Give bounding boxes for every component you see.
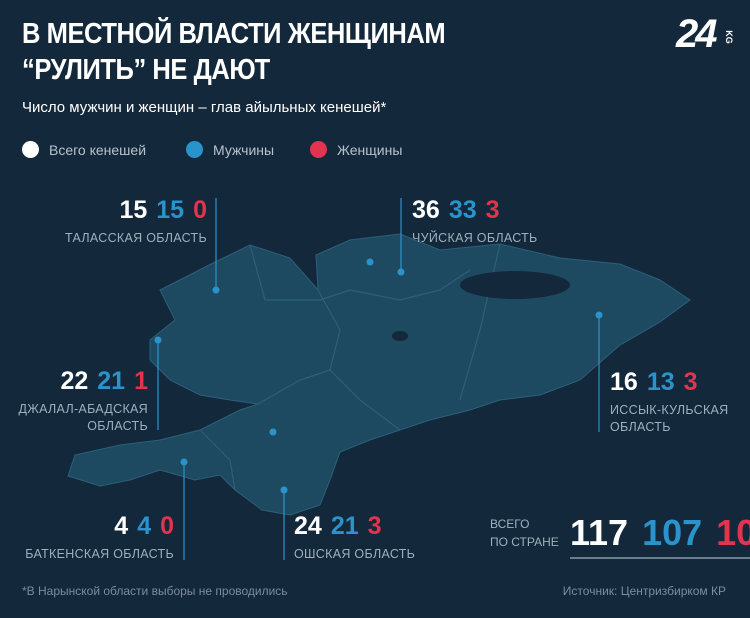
total: 22: [60, 367, 89, 395]
leader-dot: [595, 311, 603, 319]
women: 3: [367, 512, 382, 540]
legend-swatch: [22, 141, 39, 158]
legend-swatch: [310, 141, 327, 158]
leader-dot: [280, 486, 288, 494]
region-name-line: БАТКЕНСКАЯ ОБЛАСТЬ: [25, 547, 174, 561]
region-name-line: ИССЫК-КУЛЬСКАЯ: [610, 403, 729, 417]
legend-item: Мужчины: [186, 141, 274, 158]
totals-label-line: ПО СТРАНЕ: [490, 535, 559, 549]
region-values: 16 13 3: [610, 368, 698, 397]
logo-suffix: KG: [723, 30, 734, 44]
subtitle: Число мужчин и женщин – глав айыльных ке…: [22, 99, 387, 116]
men: 15: [156, 196, 185, 224]
women: 1: [134, 367, 148, 395]
region-values: 36 33 3: [412, 196, 500, 225]
region-name: БАТКЕНСКАЯ ОБЛАСТЬ: [25, 546, 174, 563]
leader-dot: [397, 268, 405, 276]
region-name: ТАЛАССКАЯ ОБЛАСТЬ: [65, 230, 207, 247]
women: 3: [485, 196, 500, 224]
footnote: *В Нарынской области выборы не проводили…: [22, 584, 288, 598]
total: 117: [570, 512, 629, 553]
region-name-line: ОБЛАСТЬ: [610, 420, 671, 434]
women: 3: [683, 368, 698, 396]
total: 4: [114, 512, 129, 540]
region-name: ДЖАЛАЛ-АБАДСКАЯ ОБЛАСТЬ: [19, 401, 148, 435]
totals-values: 117 107 10: [570, 512, 750, 554]
legend-label: Женщины: [337, 141, 403, 158]
total: 36: [412, 196, 440, 224]
logo: 24: [676, 12, 717, 56]
region-name: ОШСКАЯ ОБЛАСТЬ: [294, 546, 415, 563]
country-shape: [67, 233, 691, 516]
leader-dot: [154, 336, 162, 344]
title: “РУЛИТЬ” НЕ ДАЮТ: [22, 54, 270, 86]
region-borders: [199, 243, 501, 491]
totals-label: ВСЕГО ПО СТРАНЕ: [490, 515, 559, 551]
city-dot: [366, 258, 374, 266]
legend-swatch: [186, 141, 203, 158]
legend-item: Женщины: [310, 141, 402, 158]
region-name-line: ТАЛАССКАЯ ОБЛАСТЬ: [64, 231, 207, 245]
leader-dot: [180, 458, 188, 466]
region-name-line: ЧУЙСКАЯ ОБЛАСТЬ: [412, 231, 538, 245]
city-dot: [269, 428, 277, 436]
region-name-line: ОБЛАСТЬ: [87, 419, 148, 433]
title: В МЕСТНОЙ ВЛАСТИ ЖЕНЩИНАМ: [22, 18, 446, 50]
source: Источник: Центризбирком КР: [562, 584, 726, 598]
total: 24: [294, 512, 322, 540]
men: 13: [646, 368, 675, 396]
men: 107: [642, 512, 703, 553]
total: 16: [610, 368, 638, 396]
lake: [460, 271, 570, 299]
region-name: ЧУЙСКАЯ ОБЛАСТЬ: [412, 230, 538, 247]
legend-label: Мужчины: [213, 141, 275, 158]
region-name-line: ОШСКАЯ ОБЛАСТЬ: [294, 547, 416, 561]
leader-dot: [212, 286, 220, 294]
region-values: 24 21 3: [294, 512, 382, 541]
men: 33: [448, 196, 477, 224]
women: 10: [716, 512, 750, 553]
leaders: [154, 198, 603, 560]
divider: [570, 557, 750, 559]
men: 21: [97, 367, 126, 395]
region-values: 22 21 1: [60, 367, 148, 396]
total: 15: [119, 196, 148, 224]
legend-item: Всего кенешей: [22, 141, 146, 158]
legend-label: Всего кенешей: [49, 141, 147, 158]
region-name: ИССЫК-КУЛЬСКАЯ ОБЛАСТЬ: [610, 402, 729, 436]
lake: [392, 331, 408, 341]
men: 4: [137, 512, 152, 540]
region-values: 15 15 0: [119, 196, 207, 225]
men: 21: [330, 512, 359, 540]
women: 0: [193, 196, 207, 224]
women: 0: [160, 512, 174, 540]
region-name-line: ДЖАЛАЛ-АБАДСКАЯ: [18, 402, 148, 416]
totals-label-line: ВСЕГО: [490, 517, 530, 531]
